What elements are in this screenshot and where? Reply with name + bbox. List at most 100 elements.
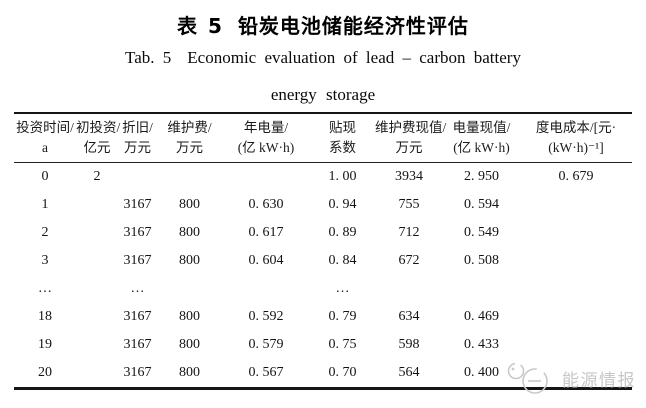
table-title-zh: 表 5 铅炭电池储能经济性评估	[0, 10, 646, 39]
table-cell	[375, 275, 443, 303]
table-cell: 0	[41, 169, 49, 185]
table-cell	[76, 219, 118, 247]
column-header-annual-energy-unit: (亿 kW·h)	[237, 139, 295, 155]
table-header: 投资时间/a 初投资/亿元 折旧/万元 维护费/万元 年电量/(亿 kW·h) 贴现 系数维…	[14, 113, 632, 163]
table-cell: 0. 594	[464, 197, 499, 213]
column-header-initial-invest-unit: 亿元	[83, 139, 111, 155]
table-cell: 800	[179, 309, 200, 325]
table-cell: 0. 617	[248, 225, 284, 241]
table-cell: 0. 549	[464, 225, 499, 241]
table-number-zh: 表 5	[177, 14, 224, 38]
table-cell: 0. 567	[248, 365, 284, 381]
column-header-maintenance-pv-name: 维护费现值/	[375, 120, 447, 135]
table-cell: 564	[398, 365, 420, 381]
table-row: 1 3167 800 0. 630 0. 94 755 0. 594	[14, 191, 632, 219]
table-cell	[76, 331, 118, 359]
column-header-cost-per-kwh-name: 度电成本/[元·	[535, 120, 617, 135]
table-cell: 598	[398, 337, 420, 353]
column-header-initial-invest: 初投资/亿元	[76, 113, 121, 163]
table-cell	[76, 303, 118, 331]
table-cell: 20	[38, 365, 52, 381]
column-header-maintenance-unit: 万元	[176, 139, 203, 155]
table-cell	[520, 247, 632, 275]
table-cell: 0. 94	[328, 197, 357, 213]
table-cell	[520, 303, 632, 331]
table-cell	[76, 275, 118, 303]
table-cell: 800	[179, 197, 200, 213]
table-cell: 3167	[123, 309, 152, 325]
table-row: 18 3167 800 0. 592 0. 79 634 0. 469	[14, 303, 632, 331]
column-header-invest-time: 投资时间/a	[14, 113, 76, 163]
table-cell	[520, 219, 632, 247]
table-number-en: Tab. 5	[125, 48, 172, 67]
header-row: 投资时间/a 初投资/亿元 折旧/万元 维护费/万元 年电量/(亿 kW·h) 贴现 系数维…	[14, 113, 632, 163]
table-cell	[222, 163, 310, 192]
table-cell: 800	[179, 337, 200, 353]
column-header-invest-time-unit: a	[42, 139, 48, 155]
column-header-annual-energy: 年电量/ (亿 kW·h)	[222, 113, 310, 163]
column-header-invest-time-name: 投资时间/	[16, 120, 74, 135]
column-header-energy-pv-name: 电量现值/	[452, 120, 511, 135]
column-header-annual-energy-name: 年电量/	[243, 120, 289, 135]
table-cell	[520, 359, 632, 389]
table-cell: 634	[398, 309, 420, 325]
table-cell	[76, 359, 118, 389]
column-header-cost-per-kwh-unit: (kW·h)⁻¹]	[548, 139, 604, 155]
table-cell: 800	[179, 365, 200, 381]
table-title-en-line2: energy storage	[270, 85, 376, 104]
table-row: 0 2 1. 00 3934 2. 950 0. 679	[14, 163, 632, 192]
table-cell: 0. 579	[248, 337, 284, 353]
table-cell: 800	[179, 253, 200, 269]
table-cell: 0. 75	[328, 337, 357, 353]
table-cell: 19	[38, 337, 52, 353]
table-cell	[443, 275, 520, 303]
table-cell: 0. 400	[464, 365, 499, 381]
column-header-depreciation-name: 折旧/	[122, 120, 153, 135]
table-cell: 0. 604	[248, 253, 284, 269]
table-cell: …	[38, 281, 52, 297]
table-title-en: Tab. 5 Economic evaluation of lead – carb…	[0, 48, 646, 68]
table-cell	[222, 275, 310, 303]
table-cell: 2	[41, 225, 49, 241]
column-header-discount-factor-name: 贴现	[329, 120, 356, 135]
column-header-discount-factor: 贴现 系数	[310, 113, 375, 163]
table-cell: 0. 469	[464, 309, 499, 325]
table-cell: 3167	[123, 365, 152, 381]
column-header-discount-factor-unit: 系数	[329, 139, 356, 155]
column-header-maintenance-pv: 维护费现值/万元	[375, 113, 447, 163]
table-row: 2 3167 800 0. 617 0. 89 712 0. 549	[14, 219, 632, 247]
table-cell: 0. 592	[248, 309, 284, 325]
table-cell: 800	[179, 225, 200, 241]
table-cell	[76, 247, 118, 275]
table-cell: 3	[41, 253, 49, 269]
table-cell	[118, 163, 157, 192]
table-cell: …	[335, 281, 350, 297]
table-row: 19 3167 800 0. 579 0. 75 598 0. 433	[14, 331, 632, 359]
column-header-maintenance: 维护费/万元	[157, 113, 222, 163]
table-cell: 3934	[395, 169, 423, 185]
table-cell: …	[130, 281, 145, 297]
table-cell: 0. 70	[328, 365, 357, 381]
table-cell: 712	[398, 225, 420, 241]
table-cell: 3167	[123, 225, 152, 241]
column-header-depreciation-unit: 万元	[124, 139, 151, 155]
table-cell: 0. 679	[558, 169, 594, 185]
column-header-initial-invest-name: 初投资/	[76, 120, 121, 135]
table-title-zh-text: 铅炭电池储能经济性评估	[237, 14, 469, 38]
table-cell: 0. 79	[328, 309, 357, 325]
table-cell: 3167	[123, 253, 152, 269]
column-header-maintenance-name: 维护费/	[167, 120, 212, 135]
table-cell: 0. 508	[464, 253, 499, 269]
table-cell: 1. 00	[328, 169, 357, 185]
table-title-en-text: Economic evaluation of lead – carbon bat…	[187, 48, 521, 67]
table-cell	[157, 163, 222, 192]
table-cell: 672	[398, 253, 420, 269]
table-cell: 3167	[123, 197, 152, 213]
table-row: 20 3167 800 0. 567 0. 70 564 0. 400	[14, 359, 632, 389]
table-cell: 18	[38, 309, 52, 325]
table-cell: 0. 433	[464, 337, 499, 353]
column-header-energy-pv-unit: (亿 kW·h)	[453, 139, 510, 155]
table-cell: 3167	[123, 337, 152, 353]
column-header-maintenance-pv-unit: 万元	[395, 139, 423, 155]
table-cell	[520, 331, 632, 359]
